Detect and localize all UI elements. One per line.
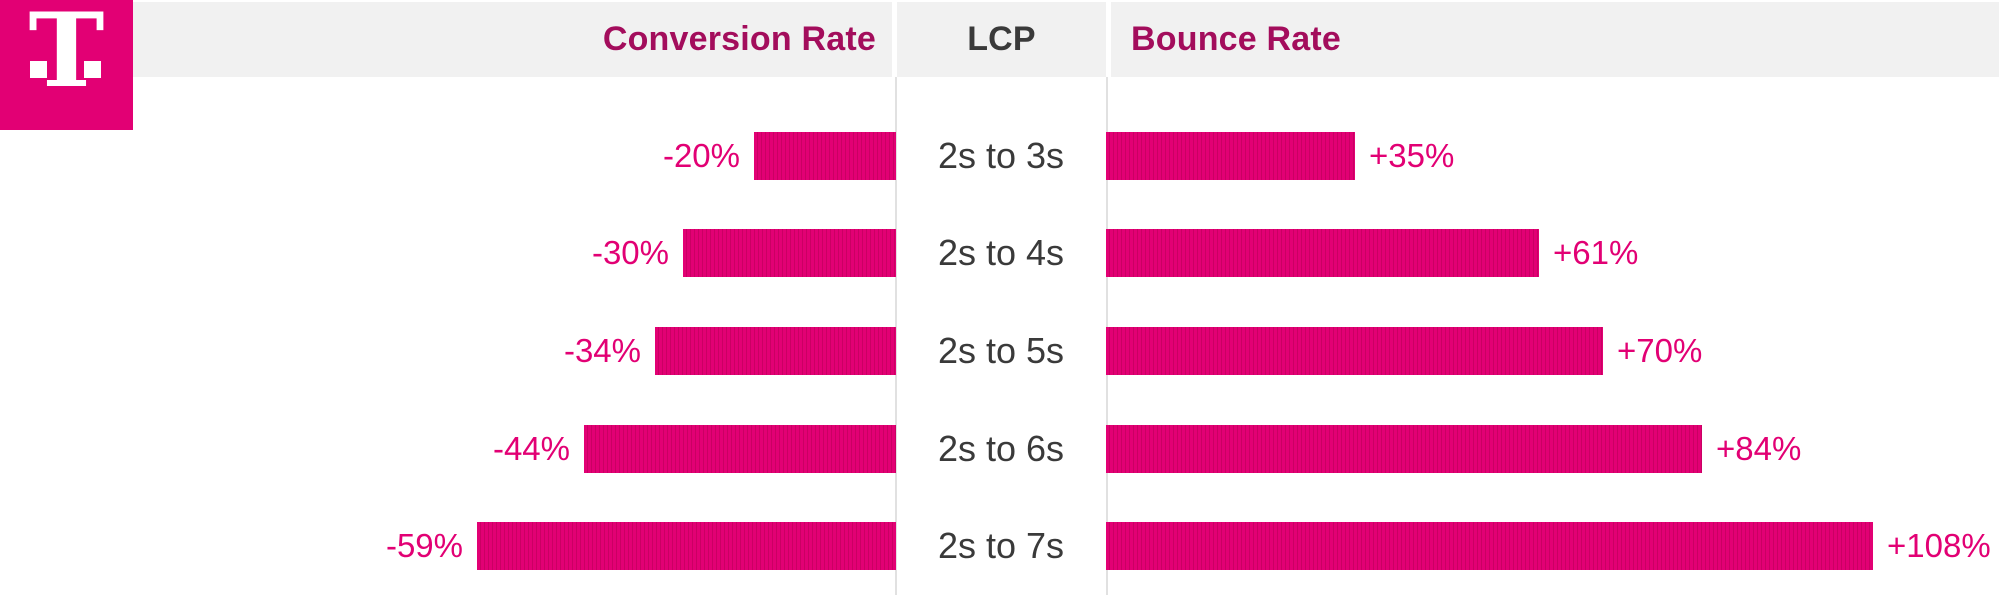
conversion-cell: -20% xyxy=(0,107,896,205)
chart-rows: -20% 2s to 3s +35% -30% 2s to 4s +61% xyxy=(0,107,1999,595)
header-conversion-rate: Conversion Rate xyxy=(133,2,892,77)
conversion-rate-title: Conversion Rate xyxy=(602,20,876,58)
lcp-range-cell: 2s to 5s xyxy=(896,302,1106,400)
conversion-cell: -59% xyxy=(0,497,896,595)
t-mobile-logo: T xyxy=(0,0,133,130)
logo-left-square-icon xyxy=(30,61,47,78)
lcp-range-cell: 2s to 3s xyxy=(896,107,1106,205)
conversion-bar xyxy=(754,131,896,180)
bounce-rate-title: Bounce Rate xyxy=(1131,20,1342,58)
conversion-value-label: -30% xyxy=(591,234,669,272)
logo-right-square-icon xyxy=(84,61,101,78)
bounce-cell: +84% xyxy=(1106,400,1999,498)
conversion-cell: -34% xyxy=(0,302,896,400)
bounce-cell: +35% xyxy=(1106,107,1999,205)
lcp-range-label: 2s to 4s xyxy=(937,232,1065,274)
conversion-cell: -30% xyxy=(0,205,896,303)
lcp-range-cell: 2s to 6s xyxy=(896,400,1106,498)
conversion-bar xyxy=(655,326,896,375)
lcp-range-label: 2s to 3s xyxy=(937,134,1065,176)
chart-row: -34% 2s to 5s +70% xyxy=(0,302,1999,400)
conversion-cell: -44% xyxy=(0,400,896,498)
bounce-value-label: +35% xyxy=(1369,136,1455,174)
conversion-value-label: -34% xyxy=(563,331,641,369)
bounce-cell: +108% xyxy=(1106,497,1999,595)
conversion-value-label: -20% xyxy=(662,136,740,174)
conversion-bar xyxy=(477,522,896,571)
lcp-range-label: 2s to 7s xyxy=(937,525,1065,567)
bounce-value-label: +84% xyxy=(1716,429,1802,467)
bounce-bar xyxy=(1106,522,1873,571)
bounce-cell: +70% xyxy=(1106,302,1999,400)
chart-row: -59% 2s to 7s +108% xyxy=(0,497,1999,595)
lcp-title: LCP xyxy=(967,20,1036,58)
conversion-bar xyxy=(683,229,896,278)
bounce-bar xyxy=(1106,424,1702,473)
chart-row: -44% 2s to 6s +84% xyxy=(0,400,1999,498)
header-lcp: LCP xyxy=(897,2,1106,77)
bounce-bar xyxy=(1106,326,1603,375)
conversion-bar xyxy=(584,424,896,473)
bounce-value-label: +108% xyxy=(1887,527,1991,565)
chart-row: -20% 2s to 3s +35% xyxy=(0,107,1999,205)
column-header-band: Conversion Rate LCP Bounce Rate xyxy=(0,2,1999,77)
lcp-range-label: 2s to 6s xyxy=(937,427,1065,469)
lcp-range-label: 2s to 5s xyxy=(937,329,1065,371)
bounce-value-label: +61% xyxy=(1553,234,1639,272)
lcp-range-cell: 2s to 4s xyxy=(896,205,1106,303)
bounce-cell: +61% xyxy=(1106,205,1999,303)
bounce-bar xyxy=(1106,131,1355,180)
bounce-bar xyxy=(1106,229,1539,278)
conversion-value-label: -44% xyxy=(492,429,570,467)
conversion-value-label: -59% xyxy=(385,527,463,565)
header-bounce-rate: Bounce Rate xyxy=(1111,2,1999,77)
lcp-range-cell: 2s to 7s xyxy=(896,497,1106,595)
bounce-value-label: +70% xyxy=(1617,331,1703,369)
logo-letter-t: T xyxy=(28,0,105,111)
chart-row: -30% 2s to 4s +61% xyxy=(0,205,1999,303)
